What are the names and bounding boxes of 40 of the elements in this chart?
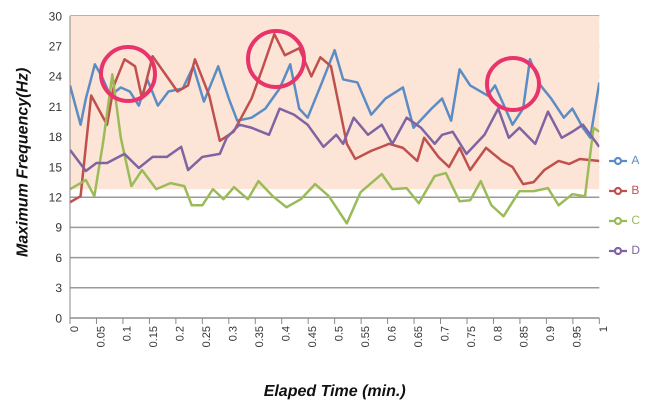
x-tick-label: 0.3 (228, 326, 240, 342)
y-tick-label: 27 (48, 39, 62, 54)
x-tick-label: 0.1 (122, 326, 134, 342)
y-tick-label: 15 (48, 160, 62, 174)
y-tick-label: 3 (55, 281, 62, 296)
x-tick-label: 0.4 (280, 326, 293, 342)
line-series (70, 107, 600, 172)
x-tick-label: 0.25 (201, 326, 214, 348)
line-series (70, 32, 600, 204)
y-tick-label: 18 (48, 130, 62, 144)
x-tick-label: 0.9 (545, 326, 558, 342)
y-tick-label: 21 (48, 100, 62, 114)
x-tick-label: 0.5 (333, 326, 346, 342)
legend-label: D (631, 243, 640, 257)
x-tick-label: 1 (598, 326, 610, 332)
line-series (70, 73, 600, 225)
legend-label: B (631, 183, 640, 197)
x-tick-label: 0.95 (572, 326, 584, 348)
x-axis-title: Elaped Time (min.) (264, 383, 406, 400)
x-tick-label: 0.75 (466, 326, 478, 348)
x-tick-label: 0.6 (386, 326, 398, 342)
y-axis-title: Maximum Frequency(Hz) (14, 68, 32, 257)
x-tick-label: 0.7 (439, 326, 452, 342)
x-tick-label: 0 (68, 326, 81, 332)
y-tick-label: 9 (55, 220, 62, 235)
y-tick-label: 24 (48, 70, 62, 84)
y-tick-label: 12 (48, 190, 62, 204)
legend-label: A (631, 153, 640, 167)
x-tick-label: 0.45 (307, 326, 320, 348)
x-tick-label: 0.35 (254, 326, 266, 348)
y-tick-label: 6 (55, 250, 62, 265)
x-tick-label: 0.85 (518, 326, 531, 348)
x-tick-label: 0.8 (492, 326, 504, 342)
x-tick-label: 0.15 (148, 326, 160, 348)
y-tick-label: 30 (48, 9, 62, 24)
x-tick-label: 0.05 (95, 326, 108, 348)
x-tick-label: 0.55 (360, 326, 372, 348)
x-tick-label: 0.65 (412, 326, 425, 348)
legend-label: C (631, 213, 640, 227)
x-tick-label: 0.2 (174, 326, 187, 342)
